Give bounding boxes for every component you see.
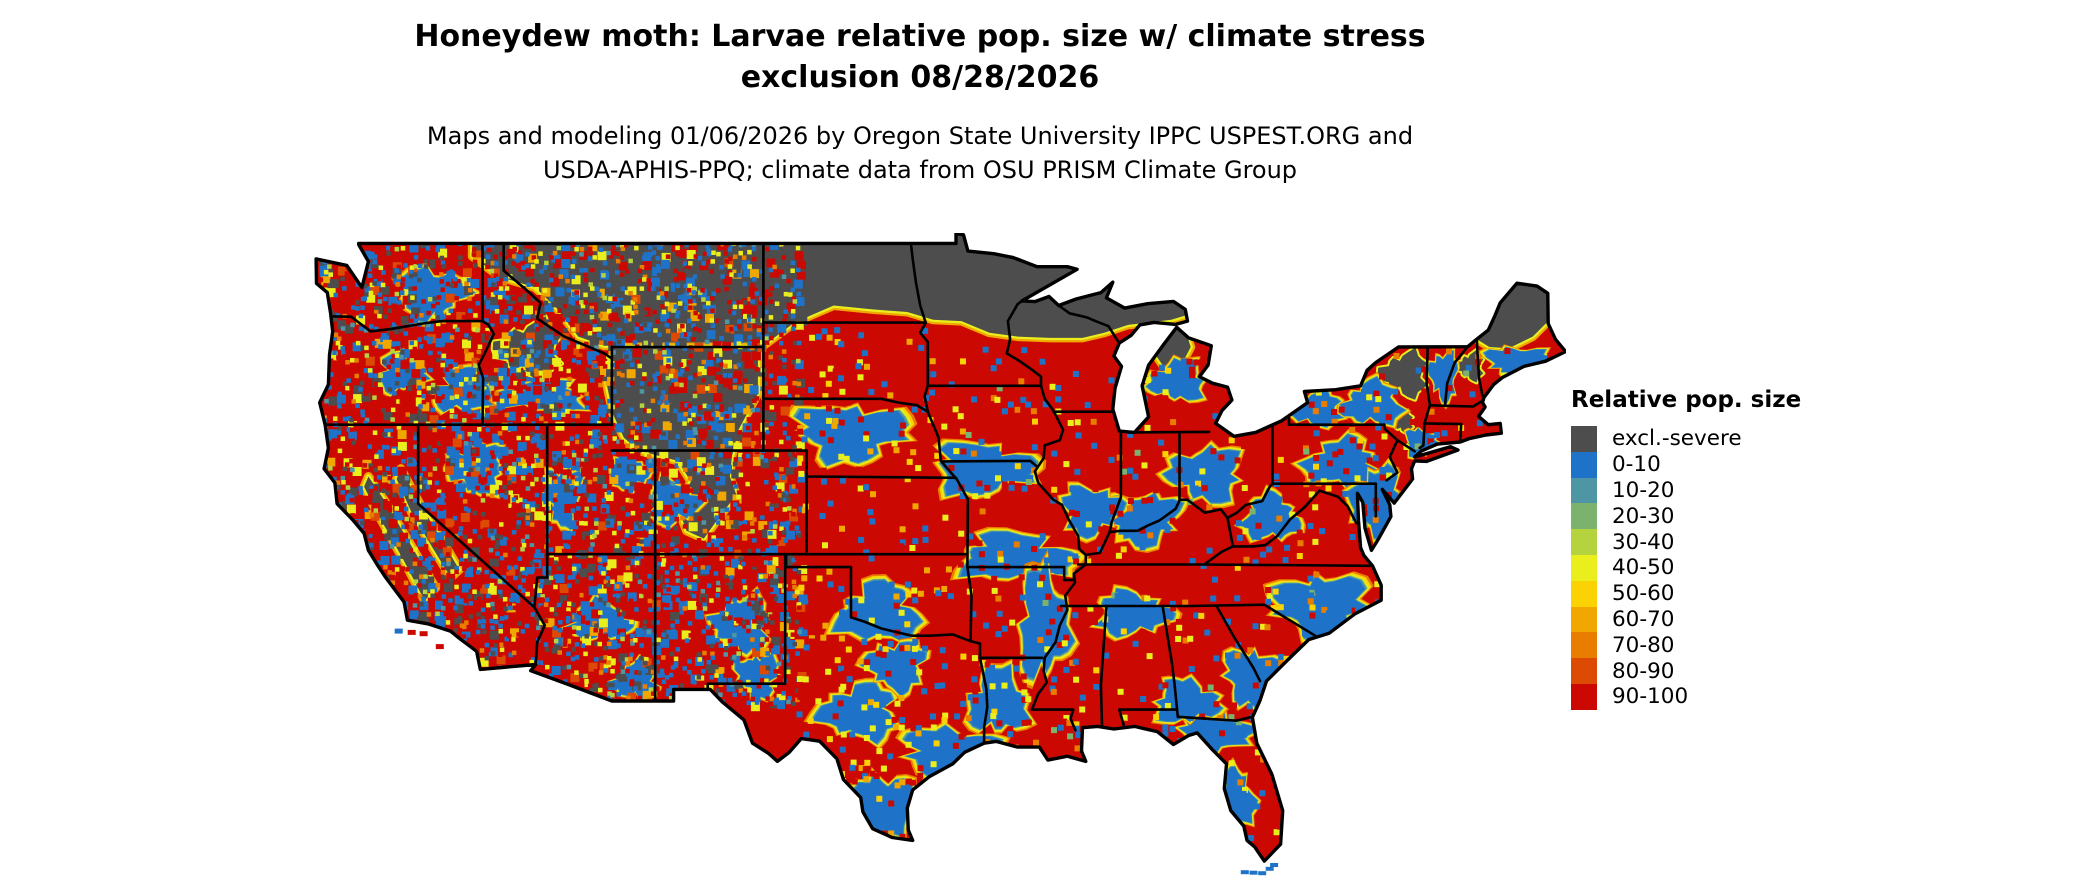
conus-map-svg — [314, 231, 1568, 876]
legend: Relative pop. size excl.-severe 0-10 10-20… — [1571, 387, 1801, 710]
legend-item-label: 60-70 — [1612, 606, 1675, 632]
legend-item: excl.-severe — [1571, 426, 1801, 452]
map-title-line1: Honeydew moth: Larvae relative pop. size… — [414, 19, 1426, 54]
legend-item: 90-100 — [1571, 683, 1801, 710]
florida-keys — [1240, 863, 1279, 876]
legend-item: 10-20 — [1571, 477, 1801, 504]
map-title: Honeydew moth: Larvae relative pop. size… — [20, 16, 1820, 98]
legend-item: 20-30 — [1571, 503, 1801, 530]
legend-item-label: 30-40 — [1612, 529, 1675, 555]
raster-layer — [316, 233, 1566, 862]
legend-swatch — [1571, 658, 1597, 684]
legend-swatch — [1571, 606, 1597, 633]
map-subtitle: Maps and modeling 01/06/2026 by Oregon S… — [20, 119, 1820, 187]
legend-swatch — [1571, 632, 1597, 659]
map-subtitle-line1: Maps and modeling 01/06/2026 by Oregon S… — [426, 122, 1414, 150]
legend-item-label: 90-100 — [1612, 684, 1689, 710]
legend-item-label: 70-80 — [1612, 632, 1675, 658]
legend-title: Relative pop. size — [1571, 387, 1802, 413]
legend-swatch — [1571, 477, 1597, 504]
map-title-line2: exclusion 08/28/2026 — [740, 60, 1100, 95]
channel-islands — [394, 628, 444, 650]
legend-swatch — [1571, 580, 1597, 607]
legend-item-label: 10-20 — [1612, 477, 1675, 503]
map-subtitle-line2: USDA-APHIS-PPQ; climate data from OSU PR… — [542, 156, 1298, 184]
legend-item-label: 80-90 — [1612, 658, 1675, 684]
legend-swatch — [1571, 683, 1597, 710]
legend-item: 0-10 — [1571, 451, 1801, 478]
legend-item-label: 20-30 — [1612, 503, 1675, 529]
legend-swatch — [1571, 503, 1597, 530]
legend-swatch — [1571, 529, 1597, 555]
legend-item: 50-60 — [1571, 580, 1801, 607]
legend-rows: excl.-severe 0-10 10-20 20-30 30-40 40-50 50-6… — [1571, 426, 1801, 710]
legend-swatch — [1571, 554, 1597, 581]
legend-item-label: 40-50 — [1612, 555, 1675, 581]
legend-item: 40-50 — [1571, 554, 1801, 581]
us-raster-map — [310, 231, 1568, 885]
legend-item: 70-80 — [1571, 632, 1801, 659]
legend-item-label: 50-60 — [1612, 581, 1675, 607]
legend-item-label: 0-10 — [1612, 452, 1661, 478]
legend-swatch — [1571, 426, 1597, 452]
legend-item-label: excl.-severe — [1612, 426, 1742, 452]
legend-item: 60-70 — [1571, 606, 1801, 633]
state-borders — [322, 242, 1484, 745]
us-outline — [314, 231, 1568, 863]
legend-item: 80-90 — [1571, 658, 1801, 684]
legend-item: 30-40 — [1571, 529, 1801, 555]
legend-swatch — [1571, 451, 1597, 478]
